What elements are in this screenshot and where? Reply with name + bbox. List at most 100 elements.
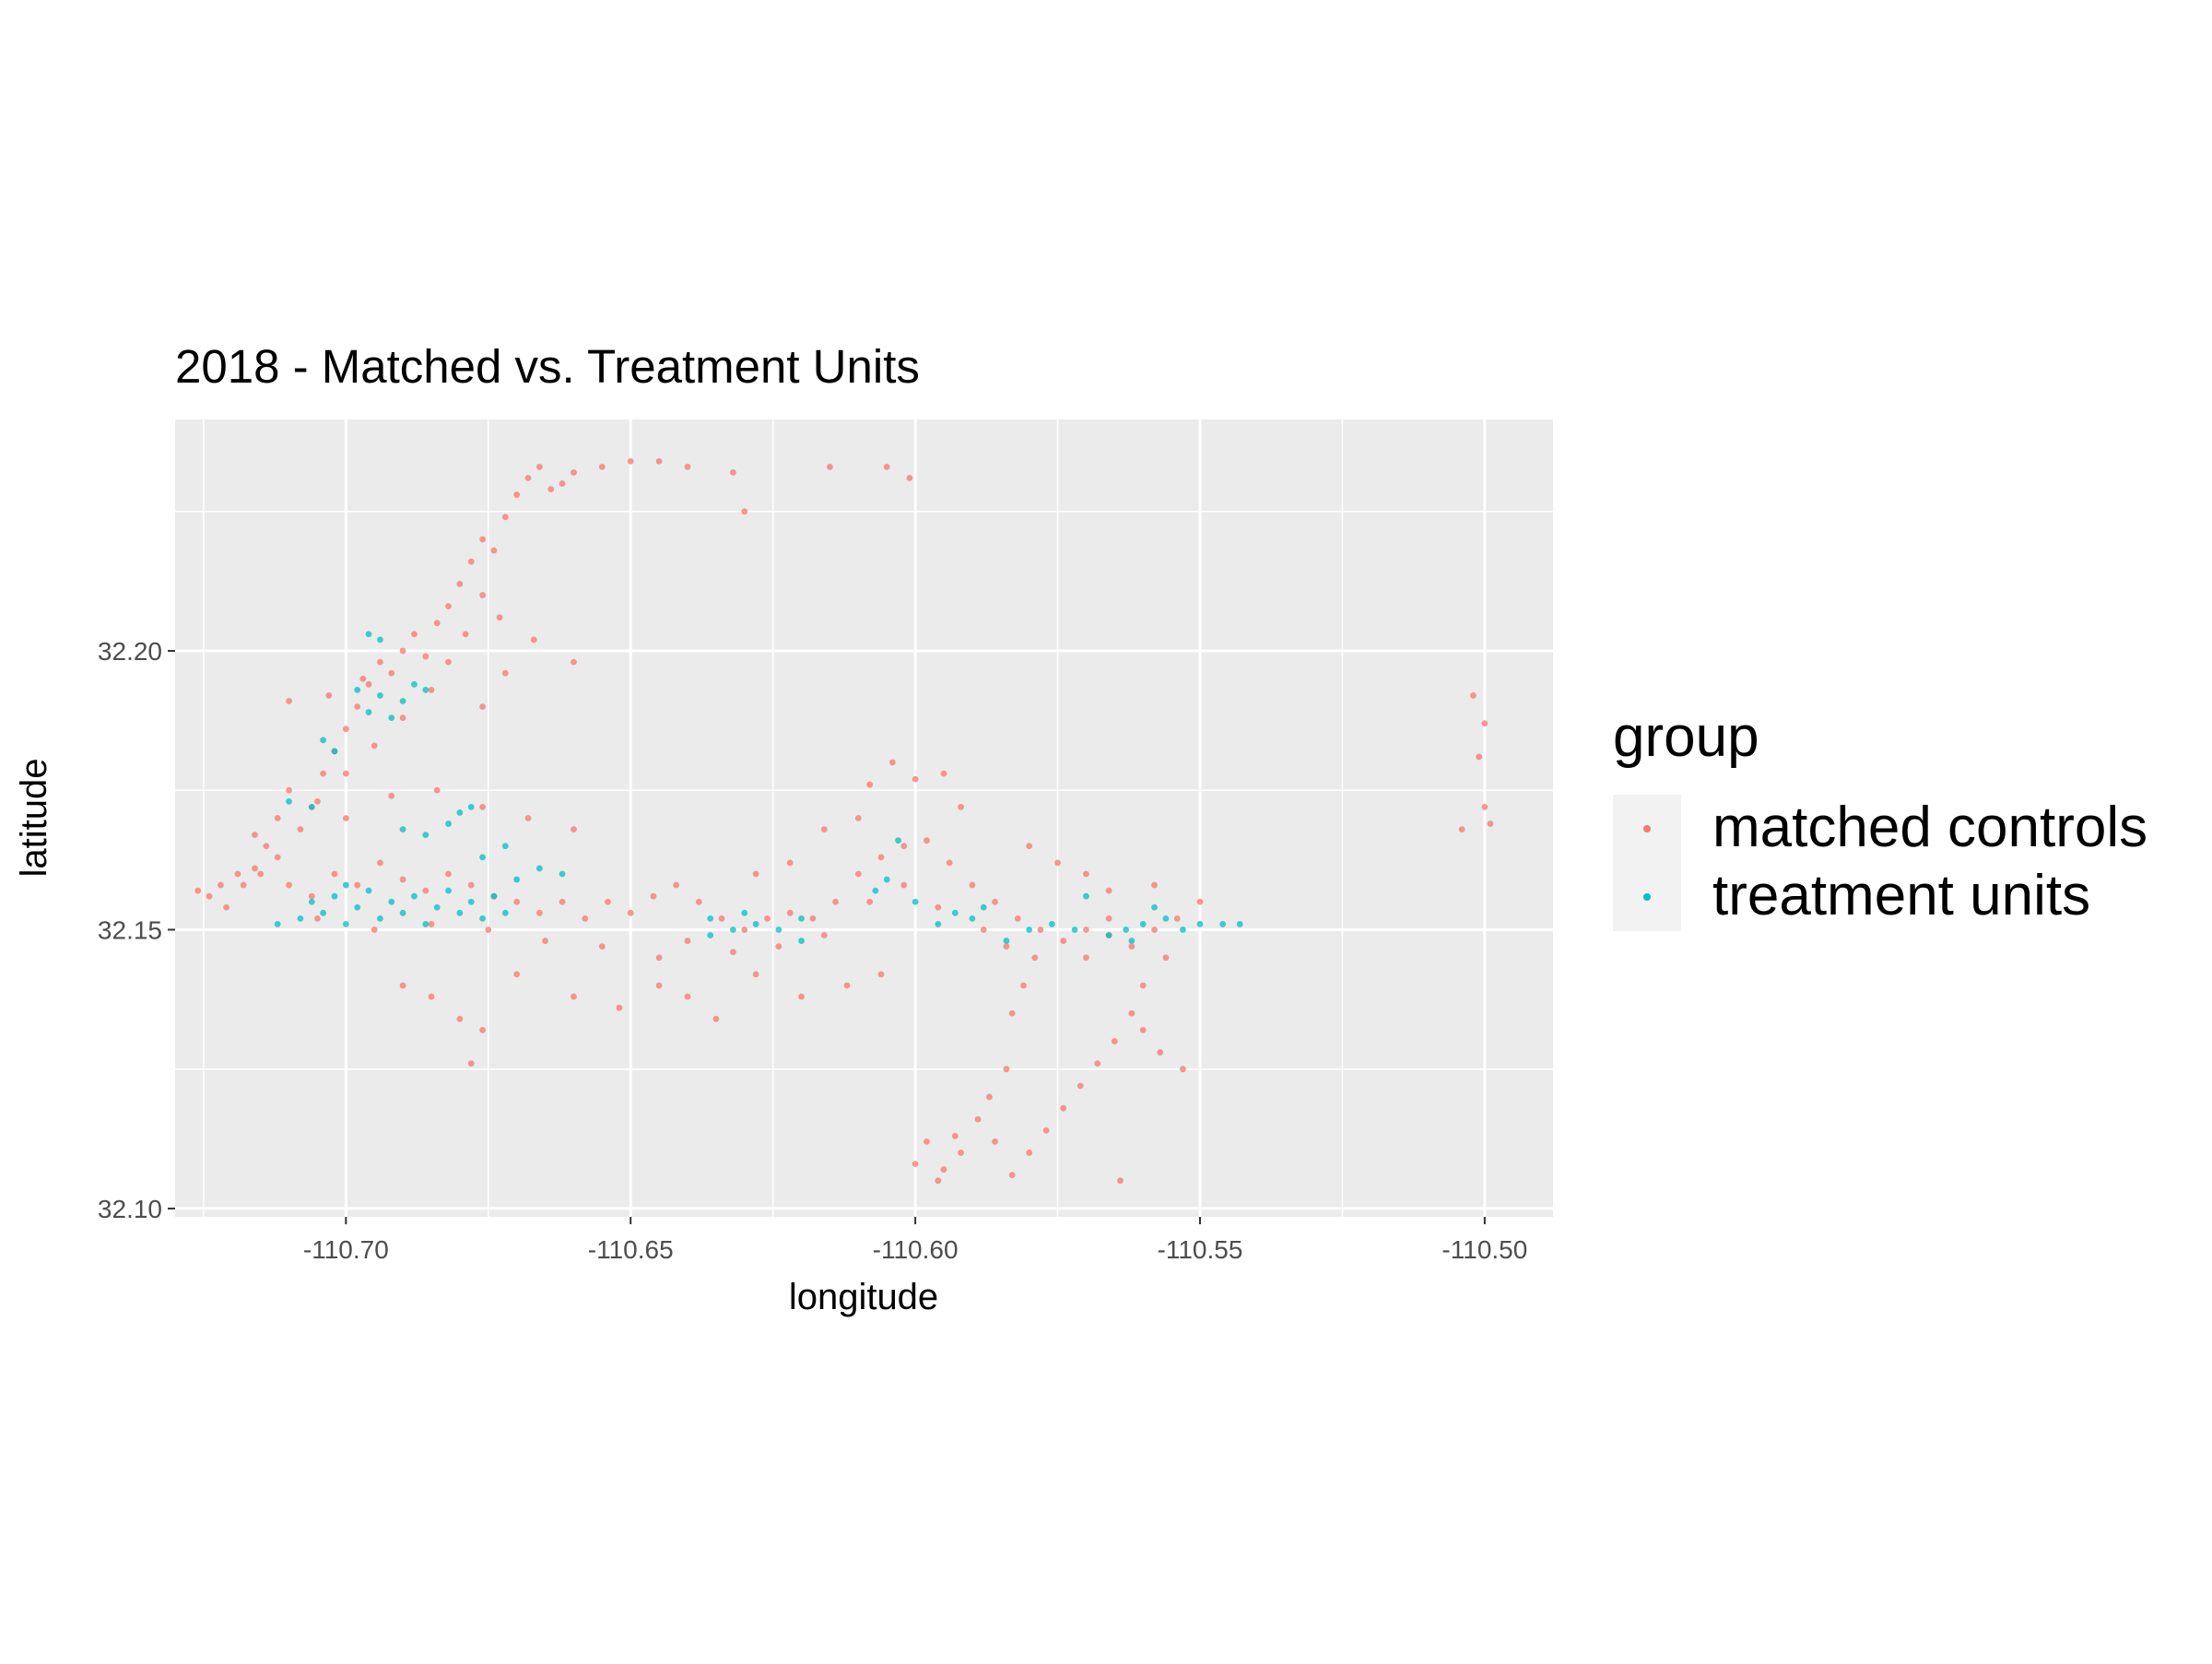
data-point (786, 909, 794, 916)
data-point (422, 653, 429, 660)
data-point (411, 892, 418, 900)
data-point (1077, 1082, 1084, 1090)
data-point (286, 786, 292, 794)
x-tick-label: -110.55 (1158, 1235, 1243, 1264)
data-point (530, 636, 537, 643)
data-point (1083, 870, 1089, 878)
data-point (605, 898, 611, 905)
data-point (872, 887, 879, 894)
chart-title: 2018 - Matched vs. Treatment Units (175, 340, 920, 393)
data-point (286, 881, 292, 889)
data-point (559, 480, 566, 487)
major-gridlines (175, 419, 1553, 1217)
data-point (1458, 826, 1465, 832)
data-point (924, 1138, 930, 1145)
data-point (974, 1115, 982, 1123)
data-point (940, 1166, 947, 1173)
data-point (730, 926, 736, 933)
data-point (798, 915, 805, 922)
data-point (422, 832, 429, 839)
data-point (1060, 938, 1067, 944)
data-point (342, 881, 349, 889)
data-point (1105, 887, 1112, 894)
data-point (1020, 982, 1027, 989)
data-point (877, 854, 885, 861)
data-point (1083, 892, 1089, 900)
data-point (513, 491, 521, 499)
data-point (1008, 1009, 1016, 1017)
data-point (1128, 938, 1135, 944)
data-point (467, 804, 475, 810)
data-point (752, 971, 759, 978)
data-point (445, 658, 452, 666)
data-point (342, 815, 349, 821)
data-point (741, 909, 748, 916)
data-point (365, 709, 372, 715)
data-point (752, 921, 759, 927)
data-point (422, 686, 429, 693)
data-point (1139, 1026, 1147, 1033)
data-point (1037, 926, 1044, 933)
data-point (479, 536, 486, 543)
data-point (445, 870, 452, 878)
data-point (730, 469, 736, 476)
data-point (462, 631, 469, 638)
data-point (411, 680, 418, 688)
data-point (1105, 932, 1112, 938)
data-point (1105, 915, 1112, 922)
data-point (1151, 881, 1158, 889)
data-point (479, 592, 486, 598)
data-point (1117, 1177, 1124, 1185)
data-point (399, 826, 406, 832)
x-tick-label: -110.50 (1441, 1235, 1527, 1264)
data-point (958, 1150, 964, 1156)
data-point (1083, 926, 1089, 933)
data-point (1151, 926, 1158, 933)
data-point (535, 909, 543, 916)
data-point (445, 820, 452, 827)
data-point (320, 909, 327, 916)
data-point (320, 737, 327, 744)
data-point (684, 464, 691, 470)
data-point (655, 954, 663, 962)
y-axis: 32.10 32.15 32.20 (98, 637, 175, 1223)
data-point (399, 698, 406, 704)
data-point (206, 892, 213, 900)
data-point (547, 486, 555, 493)
data-point (888, 759, 896, 766)
data-point (308, 892, 315, 900)
data-point (1151, 903, 1158, 911)
data-point (809, 915, 817, 922)
data-point (832, 898, 840, 905)
data-point (535, 865, 543, 872)
y-tick-label: 32.15 (98, 915, 162, 944)
data-point (912, 898, 919, 905)
data-point (1003, 1066, 1010, 1073)
data-point (798, 938, 805, 944)
data-point (433, 620, 441, 627)
data-point (655, 457, 663, 465)
x-tick-label: -110.65 (588, 1235, 674, 1264)
data-point (490, 547, 498, 554)
data-point (741, 508, 748, 515)
data-point (1219, 921, 1227, 927)
data-point (820, 932, 828, 938)
data-point (895, 837, 901, 844)
data-point (786, 859, 794, 867)
data-point (980, 926, 987, 933)
data-point (1003, 938, 1010, 944)
data-point (1054, 859, 1061, 867)
data-point (376, 915, 383, 922)
data-point (1014, 915, 1021, 922)
data-point (820, 826, 828, 832)
data-point (827, 464, 833, 470)
data-point (1139, 921, 1147, 927)
data-point (422, 921, 429, 927)
data-point (571, 826, 577, 832)
data-point (900, 843, 908, 850)
data-point (582, 915, 589, 922)
data-point (399, 647, 406, 655)
data-point (274, 921, 281, 927)
data-point (935, 1177, 942, 1185)
data-point (946, 859, 953, 867)
